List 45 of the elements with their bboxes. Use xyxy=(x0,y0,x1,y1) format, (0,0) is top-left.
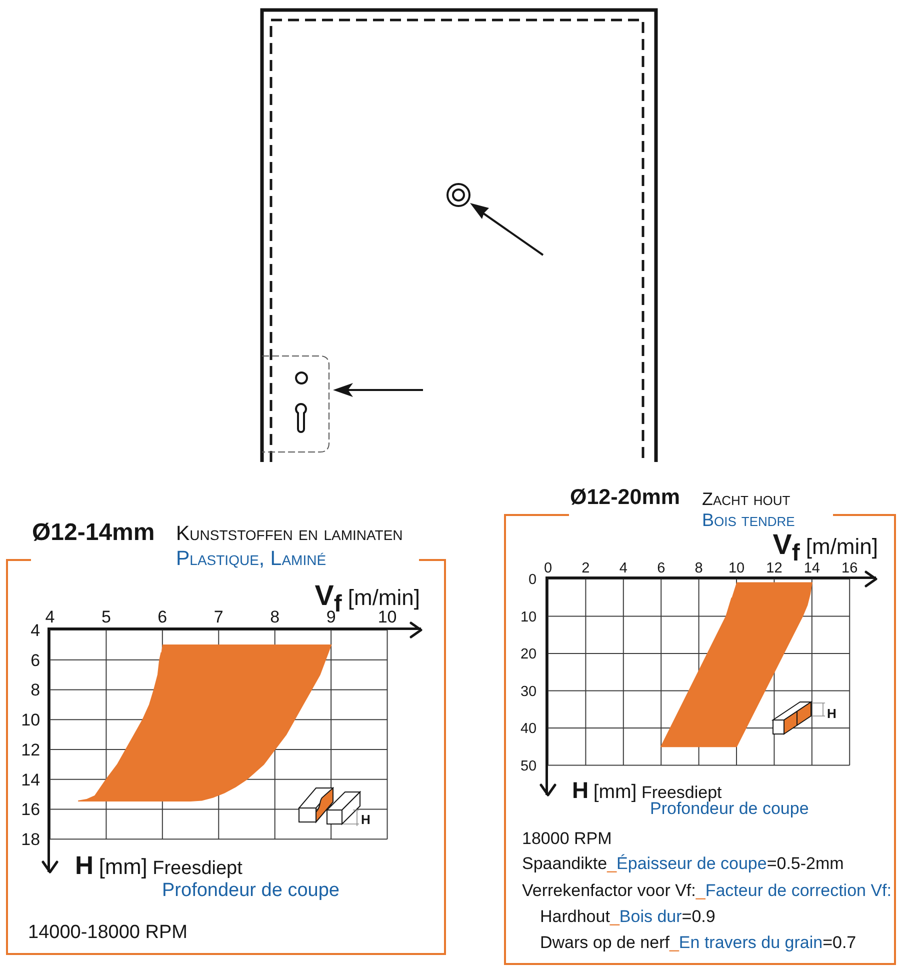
chart-subtitle: Kunststoffen en laminaten xyxy=(176,522,403,545)
x-tick-label: 8 xyxy=(270,608,280,627)
y-tick-label: 14 xyxy=(21,770,40,790)
x-tick-label: 14 xyxy=(804,560,820,577)
text: Spaandikte_Épaisseur de coupe=0.5-2mm xyxy=(522,854,844,873)
text: Verrekenfactor voor Vf:_Facteur de correction Vf: xyxy=(522,881,892,900)
x-tick-label: 4 xyxy=(45,608,55,627)
x-tick-label: 6 xyxy=(158,608,168,627)
y-tick-label: 8 xyxy=(30,680,40,700)
y-tick-label: 12 xyxy=(21,740,40,760)
chart-title: Ø12-20mm xyxy=(570,485,680,509)
text: 18000 RPM xyxy=(522,829,612,848)
y-tick-label: 10 xyxy=(21,710,40,730)
y-axis-title: H [mm] Freesdiept xyxy=(572,777,722,803)
chart-subtitle: Zacht hout xyxy=(702,489,790,509)
x-tick-label: 2 xyxy=(582,560,590,577)
text: Plastique, Laminé xyxy=(176,547,326,570)
x-tick-label: 10 xyxy=(728,560,745,577)
annotation: H xyxy=(361,812,370,827)
text: Bois tendre xyxy=(702,510,795,530)
x-tick-label: 5 xyxy=(101,608,111,627)
text: Hardhout_Bois dur=0.9 xyxy=(540,907,716,926)
chart-title: Ø12-14mm xyxy=(32,519,155,546)
y-tick-label: 20 xyxy=(520,646,537,663)
x-tick-label: 10 xyxy=(378,608,397,627)
x-tick-label: 8 xyxy=(694,560,703,577)
x-tick-label: 0 xyxy=(544,560,552,577)
annotation: H xyxy=(827,706,836,721)
x-tick-label: 16 xyxy=(842,560,858,577)
y-tick-label: 4 xyxy=(30,620,40,640)
x-tick-label: 6 xyxy=(657,560,666,577)
y-tick-label: 30 xyxy=(520,684,537,700)
x-tick-label: 9 xyxy=(326,608,336,627)
y-tick-label: 40 xyxy=(520,721,537,738)
y-tick-label: 16 xyxy=(21,800,40,820)
y-tick-label: 18 xyxy=(21,830,40,850)
y-axis-title: H [mm] Freesdiept xyxy=(75,852,242,880)
x-tick-label: 4 xyxy=(619,560,628,577)
y-tick-label: 0 xyxy=(528,572,537,588)
text: 14000-18000 RPM xyxy=(28,922,188,943)
y-tick-label: 6 xyxy=(30,650,40,670)
text: Profondeur de coupe xyxy=(162,880,340,901)
y-tick-label: 50 xyxy=(520,758,537,774)
x-tick-label: 7 xyxy=(214,608,224,627)
text: Dwars op de nerf_En travers du grain=0.7 xyxy=(540,933,856,952)
